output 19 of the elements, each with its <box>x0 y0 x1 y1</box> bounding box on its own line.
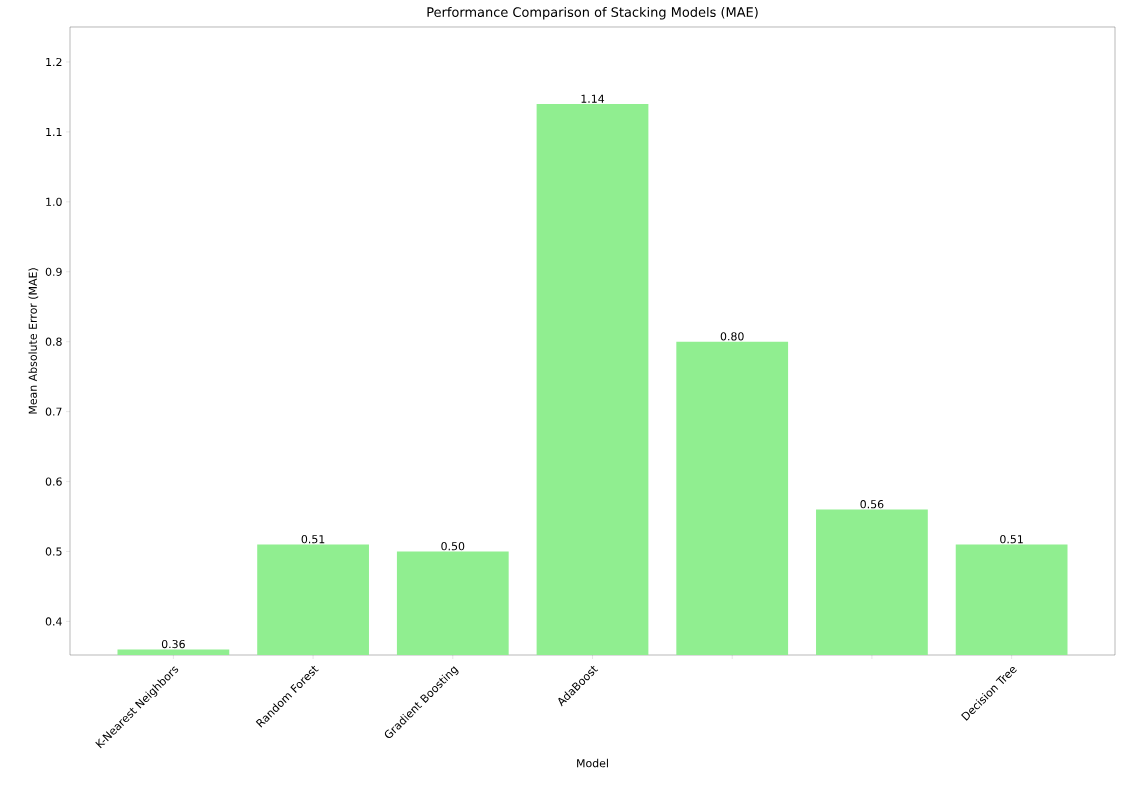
data-label: 1.14 <box>581 94 605 103</box>
data-label: 0.51 <box>301 535 325 544</box>
y-tick-label: 0.9 <box>45 267 62 276</box>
data-label: 0.80 <box>720 332 744 341</box>
data-label: 0.50 <box>441 542 465 551</box>
y-tick-label: 1.1 <box>46 127 62 136</box>
data-label: 0.36 <box>161 639 185 649</box>
y-tick-label: 1.0 <box>46 197 62 206</box>
y-tick-label: 1.2 <box>46 57 62 67</box>
y-tick-label: 0.5 <box>45 547 62 556</box>
data-label: 0.56 <box>860 500 884 509</box>
y-tick-label: 0.4 <box>45 617 62 626</box>
y-axis-title: Mean Absolute Error (MAE) <box>28 268 39 414</box>
y-tick-label: 0.8 <box>45 337 62 346</box>
data-label: 0.51 <box>1000 535 1023 544</box>
chart-title: Performance Comparison of Stacking Models (MAE) <box>427 6 758 20</box>
x-axis-title: Model <box>577 758 608 768</box>
y-tick-label: 0.7 <box>45 407 62 416</box>
y-tick-label: 0.6 <box>45 477 62 486</box>
